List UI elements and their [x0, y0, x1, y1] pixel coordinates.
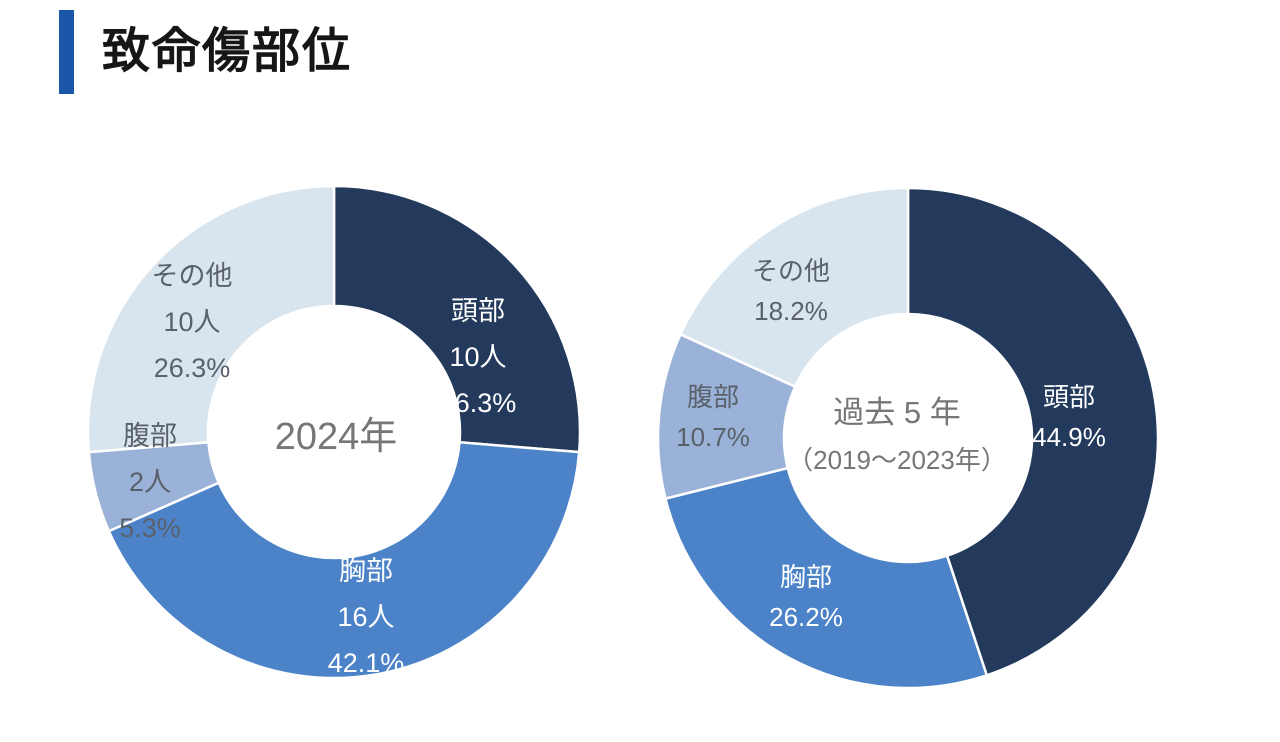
donut-1-segment-other [678, 186, 910, 389]
donut-1-segment-head [906, 186, 1160, 677]
donut-0-segment-other [86, 184, 336, 454]
donut-1-segment-chest [663, 466, 989, 690]
donut-0-segment-chest [107, 440, 581, 680]
title-accent-bar [59, 10, 74, 94]
section-header: 致命傷部位 [59, 10, 352, 94]
donut-0-segment-head [332, 184, 582, 454]
page-title: 致命傷部位 [102, 25, 353, 78]
